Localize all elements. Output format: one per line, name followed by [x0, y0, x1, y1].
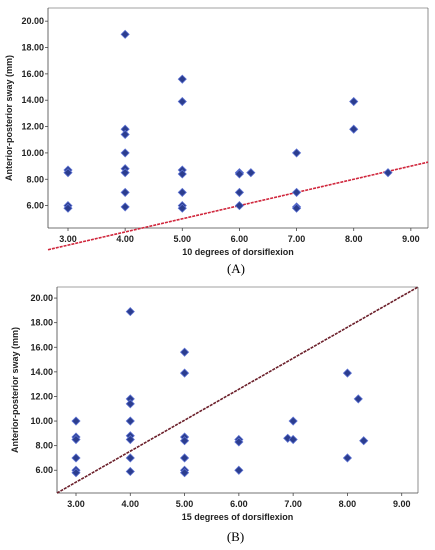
- reference-line: [56, 286, 419, 494]
- data-point: [63, 168, 73, 178]
- x-tick-label: 6.00: [230, 499, 248, 509]
- data-point: [342, 368, 352, 378]
- data-point: [234, 201, 244, 211]
- data-point: [180, 468, 190, 478]
- data-point: [125, 416, 135, 426]
- data-point: [120, 29, 130, 39]
- data-point: [246, 168, 256, 178]
- chart-a: 3.00 4.00 5.00 6.00 7.00 8.00 9.00 6.00 8.00 10.…: [4, 7, 429, 276]
- y-tick-label: 12.00: [21, 122, 44, 132]
- x-tick-labels: 3.00 4.00 5.00 6.00 7.00 8.00 9.00: [59, 228, 420, 244]
- data-point: [125, 399, 135, 409]
- data-point: [349, 124, 359, 134]
- data-point: [125, 434, 135, 445]
- data-point: [180, 368, 190, 378]
- data-point: [292, 203, 302, 213]
- data-point: [234, 437, 244, 447]
- panel-label: (B): [227, 529, 244, 544]
- y-tick-label: 20.00: [30, 293, 53, 303]
- data-point: [349, 96, 359, 107]
- y-tick-label: 10.00: [30, 416, 53, 426]
- data-point: [180, 347, 190, 357]
- y-tick-label: 18.00: [30, 318, 53, 328]
- data-point: [177, 203, 187, 213]
- data-point: [288, 434, 298, 445]
- data-points: [71, 307, 369, 478]
- y-axis-label: Anterior-posterior sway (mm): [4, 55, 14, 181]
- data-point: [292, 187, 302, 197]
- y-tick-labels: 6.00 8.00 10.00 12.00 14.00 16.00 18.00 20.00: [30, 293, 57, 475]
- x-tick-label: 7.00: [284, 499, 302, 509]
- data-point: [71, 453, 81, 463]
- x-tick-labels: 3.00 4.00 5.00 6.00 7.00 8.00 9.00: [67, 493, 410, 509]
- y-tick-label: 14.00: [21, 95, 44, 105]
- x-tick-label: 5.00: [176, 499, 194, 509]
- y-tick-label: 6.00: [26, 201, 44, 211]
- y-tick-label: 12.00: [30, 391, 53, 401]
- data-point: [342, 453, 352, 463]
- y-tick-label: 10.00: [21, 148, 44, 158]
- data-point: [234, 465, 244, 475]
- data-point: [120, 129, 130, 140]
- x-tick-label: 4.00: [116, 234, 134, 244]
- x-tick-label: 6.00: [231, 234, 249, 244]
- y-axis-label: Anterior-posterior sway (mm): [10, 327, 20, 453]
- data-point: [177, 96, 187, 107]
- data-point: [234, 187, 244, 197]
- data-point: [71, 434, 81, 445]
- data-point: [383, 168, 393, 178]
- data-point: [180, 436, 190, 446]
- data-point: [125, 453, 135, 463]
- y-tick-label: 8.00: [26, 174, 44, 184]
- x-axis-label: 10 degrees of dorsiflexion: [182, 247, 294, 257]
- x-tick-label: 4.00: [122, 499, 140, 509]
- x-tick-label: 5.00: [174, 234, 192, 244]
- x-tick-label: 3.00: [59, 234, 77, 244]
- x-tick-label: 8.00: [345, 234, 363, 244]
- y-tick-label: 6.00: [35, 465, 53, 475]
- data-point: [125, 307, 135, 317]
- panel-label: (A): [227, 261, 245, 276]
- data-point: [234, 169, 244, 179]
- data-point: [71, 468, 81, 478]
- data-point: [120, 187, 130, 197]
- y-tick-label: 14.00: [30, 367, 53, 377]
- data-point: [125, 466, 135, 477]
- x-tick-label: 9.00: [393, 499, 411, 509]
- chart-b: 3.00 4.00 5.00 6.00 7.00 8.00 9.00 6.00 8.00 10.…: [10, 286, 419, 544]
- data-point: [353, 394, 363, 404]
- data-point: [180, 453, 190, 463]
- y-tick-label: 20.00: [21, 16, 44, 26]
- data-points: [63, 29, 393, 213]
- data-point: [359, 436, 369, 446]
- x-tick-label: 3.00: [67, 499, 85, 509]
- x-tick-label: 9.00: [402, 234, 420, 244]
- y-tick-label: 16.00: [21, 69, 44, 79]
- x-tick-label: 7.00: [288, 234, 306, 244]
- data-point: [71, 416, 81, 426]
- data-point: [177, 74, 187, 84]
- data-point: [292, 148, 302, 158]
- data-point: [120, 168, 130, 178]
- data-point: [120, 148, 130, 158]
- y-tick-label: 18.00: [21, 43, 44, 53]
- data-point: [177, 169, 187, 179]
- data-point: [288, 416, 298, 426]
- data-point: [177, 187, 187, 197]
- x-tick-label: 8.00: [339, 499, 357, 509]
- y-tick-label: 8.00: [35, 441, 53, 451]
- y-tick-label: 16.00: [30, 342, 53, 352]
- y-tick-labels: 6.00 8.00 10.00 12.00 14.00 16.00 18.00 20.00: [21, 16, 48, 211]
- x-axis-label: 15 degrees of dorsiflexion: [182, 512, 294, 522]
- data-point: [120, 202, 130, 212]
- data-point: [63, 203, 73, 213]
